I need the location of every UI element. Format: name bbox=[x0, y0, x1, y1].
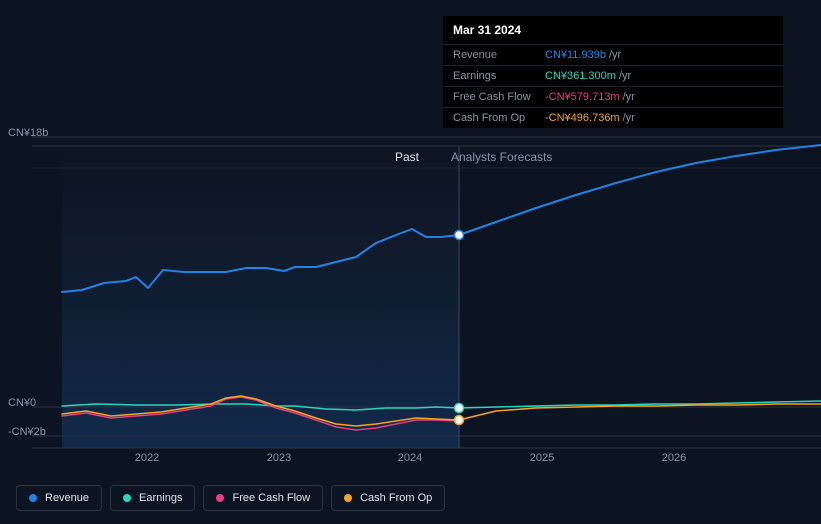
legend-item-fcf[interactable]: Free Cash Flow bbox=[203, 485, 323, 511]
legend-dot-icon bbox=[344, 494, 352, 502]
tooltip-row-earnings: EarningsCN¥361.300m/yr bbox=[443, 65, 783, 86]
tooltip-value: CN¥11.939b bbox=[545, 49, 606, 61]
legend-label: Revenue bbox=[45, 492, 89, 504]
region-label-past: Past bbox=[395, 150, 419, 164]
tooltip-row-free-cash-flow: Free Cash Flow-CN¥579.713m/yr bbox=[443, 86, 783, 107]
legend-label: Earnings bbox=[139, 492, 182, 504]
tooltip-label: Earnings bbox=[453, 70, 545, 82]
y-axis-label: -CN¥2b bbox=[8, 426, 46, 438]
tooltip-row-cash-from-op: Cash From Op-CN¥496.736m/yr bbox=[443, 107, 783, 128]
tooltip-value: -CN¥496.736m bbox=[545, 112, 620, 124]
legend-item-cfo[interactable]: Cash From Op bbox=[331, 485, 445, 511]
tooltip-date: Mar 31 2024 bbox=[443, 16, 783, 44]
tooltip-suffix: /yr bbox=[619, 70, 631, 82]
legend-label: Free Cash Flow bbox=[232, 492, 310, 504]
y-axis-label: CN¥18b bbox=[8, 127, 48, 139]
marker-earnings bbox=[455, 404, 464, 413]
x-axis-label: 2023 bbox=[267, 452, 291, 464]
y-axis-label: CN¥0 bbox=[8, 397, 36, 409]
tooltip-row-revenue: RevenueCN¥11.939b/yr bbox=[443, 44, 783, 65]
legend-item-revenue[interactable]: Revenue bbox=[16, 485, 102, 511]
tooltip-suffix: /yr bbox=[623, 91, 635, 103]
x-axis-label: 2022 bbox=[135, 452, 159, 464]
x-axis-label: 2024 bbox=[398, 452, 422, 464]
chart-legend: Revenue Earnings Free Cash Flow Cash From O… bbox=[16, 485, 445, 511]
x-axis-label: 2026 bbox=[662, 452, 686, 464]
legend-item-earnings[interactable]: Earnings bbox=[110, 485, 195, 511]
chart-tooltip: Mar 31 2024 RevenueCN¥11.939b/yrEarnings… bbox=[443, 16, 783, 128]
tooltip-suffix: /yr bbox=[609, 49, 621, 61]
tooltip-suffix: /yr bbox=[623, 112, 635, 124]
legend-dot-icon bbox=[216, 494, 224, 502]
region-label-forecast: Analysts Forecasts bbox=[451, 150, 552, 164]
marker-revenue bbox=[455, 231, 464, 240]
x-axis-label: 2025 bbox=[530, 452, 554, 464]
legend-label: Cash From Op bbox=[360, 492, 432, 504]
tooltip-value: -CN¥579.713m bbox=[545, 91, 620, 103]
marker-cfo bbox=[455, 416, 464, 425]
legend-dot-icon bbox=[123, 494, 131, 502]
tooltip-label: Free Cash Flow bbox=[453, 91, 545, 103]
legend-dot-icon bbox=[29, 494, 37, 502]
tooltip-label: Cash From Op bbox=[453, 112, 545, 124]
tooltip-value: CN¥361.300m bbox=[545, 70, 616, 82]
tooltip-label: Revenue bbox=[453, 49, 545, 61]
